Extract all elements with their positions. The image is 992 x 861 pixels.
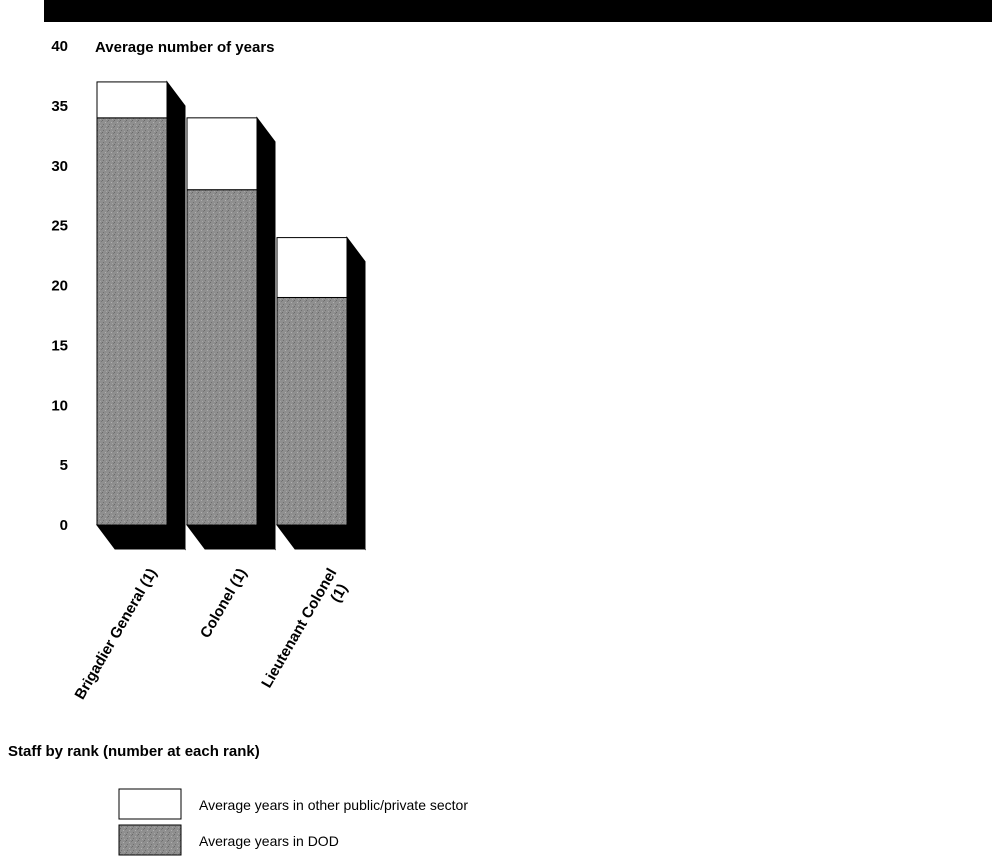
category-label: Colonel (1) bbox=[197, 565, 250, 641]
top-banner bbox=[44, 0, 992, 22]
x-axis-label: Staff by rank (number at each rank) bbox=[8, 743, 260, 760]
bar-side-face bbox=[346, 236, 366, 551]
y-tick-label: 30 bbox=[51, 158, 68, 175]
bar-segment-dod bbox=[96, 117, 168, 526]
y-axis-label: Average number of years bbox=[95, 39, 275, 56]
y-tick-label: 25 bbox=[51, 218, 68, 235]
legend-swatch-dod bbox=[118, 824, 182, 856]
category-label: Lieutenant Colonel(1) bbox=[258, 566, 355, 700]
bar-segment-dod bbox=[186, 189, 258, 526]
bar-side-face bbox=[166, 80, 186, 551]
y-tick-label: 15 bbox=[51, 337, 68, 354]
bar-segment-dod bbox=[276, 296, 348, 526]
category-label: Brigadier General (1) bbox=[72, 566, 161, 703]
y-tick-label: 0 bbox=[60, 517, 68, 534]
y-tick-label: 20 bbox=[51, 278, 68, 295]
bar-side-face bbox=[256, 116, 276, 551]
y-tick-label: 40 bbox=[51, 38, 68, 55]
y-tick-label: 5 bbox=[60, 457, 68, 474]
bar-segment-other-sector bbox=[276, 237, 348, 298]
legend-swatch-other-sector bbox=[118, 788, 182, 820]
bar-segment-other-sector bbox=[96, 81, 168, 119]
legend-label-other-sector: Average years in other public/private se… bbox=[199, 797, 468, 813]
legend-label-dod: Average years in DOD bbox=[199, 833, 339, 849]
y-tick-label: 10 bbox=[51, 397, 68, 414]
bar-segment-other-sector bbox=[186, 117, 258, 191]
y-tick-label: 35 bbox=[51, 98, 68, 115]
